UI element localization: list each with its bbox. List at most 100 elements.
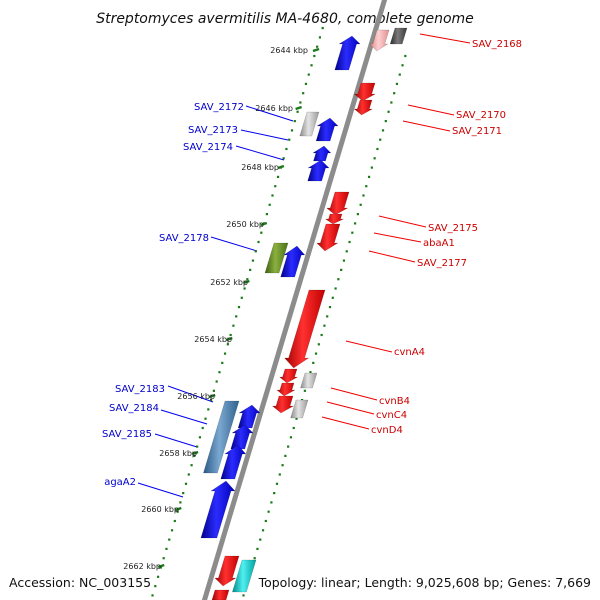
guide-dot — [376, 147, 379, 151]
right-label-connectors — [321, 33, 471, 430]
guide-dot — [253, 557, 256, 560]
tick-label-2660: 2660 kbp — [141, 505, 179, 514]
track-dot — [257, 240, 260, 244]
tick-label-2644: 2644 kbp — [270, 46, 308, 55]
guide-dot — [284, 454, 287, 457]
gene-reverse — [326, 191, 350, 216]
track-dot — [151, 594, 154, 597]
connector-line — [245, 105, 294, 122]
track-dot — [156, 575, 160, 578]
guide-dot — [242, 594, 245, 597]
tick-label-2652: 2652 kbp — [210, 278, 248, 287]
gene-label-sav2183[interactable]: SAV_2183 — [115, 384, 165, 395]
track-dot — [196, 445, 199, 448]
gene-forward — [334, 35, 361, 71]
gene-label-sav2171[interactable]: SAV_2171 — [452, 126, 502, 137]
guide-dot — [348, 240, 351, 244]
major-tick — [295, 105, 302, 111]
track-dot — [221, 361, 224, 364]
gene-forward — [315, 117, 339, 142]
gene-label-cvna4[interactable]: cvnA4 — [394, 347, 425, 358]
track-dot — [207, 408, 210, 411]
guide-dot — [337, 278, 340, 281]
gene-label-cvnd4[interactable]: cvnD4 — [371, 425, 403, 436]
gene-reverse — [316, 223, 341, 252]
connector-line — [160, 409, 208, 425]
track-dot — [285, 147, 288, 151]
gene-other — [232, 559, 257, 593]
tick-label-2656: 2656 kbp — [177, 392, 215, 401]
track-dot — [159, 566, 162, 569]
gene-label-sav2177[interactable]: SAV_2177 — [417, 258, 467, 269]
track-dot — [271, 194, 274, 197]
connector-line — [407, 104, 455, 116]
guide-dot — [331, 296, 334, 299]
track-dot — [249, 268, 252, 271]
guide-dot — [281, 464, 284, 467]
gene-label-cvnb4[interactable]: cvnB4 — [379, 396, 410, 407]
track-dot — [276, 175, 280, 178]
gene-other — [299, 111, 320, 137]
gene-label-sav2172[interactable]: SAV_2172 — [194, 102, 244, 113]
major-tick — [225, 336, 233, 342]
gene-reverse — [353, 82, 377, 102]
guide-dot — [345, 250, 348, 253]
connector-line — [402, 120, 451, 132]
guide-dot — [295, 417, 298, 420]
guide-dot — [270, 501, 273, 504]
track-dot — [240, 296, 243, 299]
gene-label-agaa2[interactable]: agaA2 — [104, 477, 136, 488]
gene-label-sav2178[interactable]: SAV_2178 — [159, 233, 209, 244]
guide-dot — [256, 547, 259, 550]
gene-reverse — [324, 213, 344, 225]
track-dot — [190, 464, 193, 467]
gene-reverse — [271, 395, 295, 414]
tick-label-2646: 2646 kbp — [255, 104, 293, 113]
guide-dot — [273, 492, 276, 495]
gene-label-sav2168[interactable]: SAV_2168 — [472, 39, 522, 50]
track-dot — [302, 92, 305, 95]
gene-label-sav2174[interactable]: SAV_2174 — [183, 142, 233, 153]
track-dot — [235, 315, 238, 318]
tick-label-2650: 2650 kbp — [226, 220, 264, 229]
track-dot — [201, 426, 204, 430]
tick-label-2654: 2654 kbp — [194, 335, 232, 344]
gene-label-sav2173[interactable]: SAV_2173 — [188, 125, 238, 136]
tick-label-2648: 2648 kbp — [241, 163, 279, 172]
gene-other — [203, 400, 240, 474]
gene-label-cvnc4[interactable]: cvnC4 — [376, 410, 407, 421]
gene-reverse — [369, 29, 390, 52]
track-dot — [218, 371, 221, 374]
gene-label-sav2185[interactable]: SAV_2185 — [102, 429, 152, 440]
gene-label-sav2175[interactable]: SAV_2175 — [428, 223, 478, 234]
guide-dot — [384, 120, 387, 123]
guide-dot — [379, 138, 382, 141]
track-dot — [204, 417, 207, 420]
connector-line — [373, 232, 422, 243]
major-tick — [174, 506, 182, 512]
guide-dot — [342, 259, 346, 262]
track-dot — [215, 380, 218, 383]
major-tick — [260, 221, 268, 227]
gene-other — [389, 27, 408, 45]
gene-label-sav2184[interactable]: SAV_2184 — [109, 403, 159, 414]
connector-line — [330, 387, 378, 401]
gene-label-abaa1[interactable]: abaA1 — [423, 238, 455, 249]
guide-dot — [320, 333, 323, 337]
connector-line — [240, 129, 289, 141]
guide-dot — [362, 194, 365, 197]
connector-line — [419, 33, 471, 44]
guide-dot — [393, 92, 396, 95]
major-tick — [277, 164, 285, 170]
gene-label-sav2170[interactable]: SAV_2170 — [456, 110, 506, 121]
track-dot — [318, 36, 322, 39]
genome-backbone — [201, 0, 388, 600]
guide-dot — [278, 473, 281, 476]
guide-dot — [303, 389, 306, 392]
guide-dot — [365, 185, 368, 188]
track-dot — [210, 399, 213, 402]
track-dot — [307, 73, 310, 76]
guide-dot — [387, 110, 390, 113]
track-dot — [265, 213, 268, 216]
